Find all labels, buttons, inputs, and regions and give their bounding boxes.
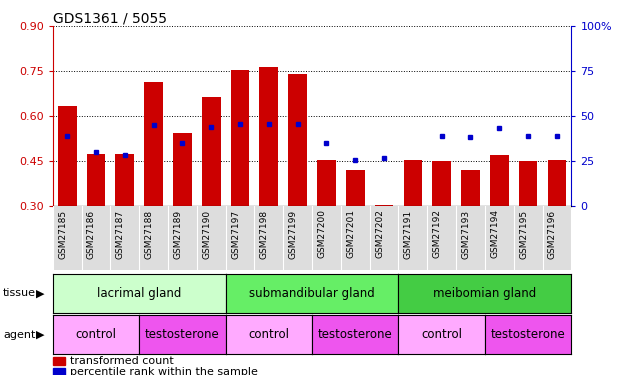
Text: control: control [248,328,289,341]
Bar [173,133,192,206]
Bar [87,154,106,206]
Bar [346,170,365,206]
Text: GSM27186: GSM27186 [87,209,96,259]
Text: GSM27198: GSM27198 [260,209,269,259]
Text: GSM27193: GSM27193 [461,209,471,259]
Text: meibomian gland: meibomian gland [433,287,537,300]
Text: GSM27201: GSM27201 [347,209,355,258]
Bar [202,97,220,206]
Text: GSM27185: GSM27185 [58,209,67,259]
Text: GSM27194: GSM27194 [491,209,499,258]
Bar [144,82,163,206]
Text: GDS1361 / 5055: GDS1361 / 5055 [53,11,167,25]
Text: GSM27187: GSM27187 [116,209,125,259]
Text: control: control [76,328,117,341]
Text: GSM27200: GSM27200 [317,209,327,258]
Bar [490,155,509,206]
Bar [404,160,422,206]
Text: testosterone: testosterone [491,328,566,341]
Text: testosterone: testosterone [318,328,392,341]
Bar [53,357,65,364]
Text: ▶: ▶ [36,288,45,298]
Bar [116,154,134,206]
Bar [230,70,250,206]
Bar [260,67,278,206]
Text: GSM27197: GSM27197 [231,209,240,259]
Bar [548,160,566,206]
Text: GSM27202: GSM27202 [375,209,384,258]
Text: GSM27195: GSM27195 [519,209,528,259]
Text: testosterone: testosterone [145,328,220,341]
Bar [317,160,336,206]
Text: transformed count: transformed count [70,357,174,366]
Bar [461,170,480,206]
Text: GSM27188: GSM27188 [145,209,153,259]
Text: GSM27199: GSM27199 [289,209,297,259]
Text: ▶: ▶ [36,330,45,340]
Text: control: control [421,328,462,341]
Bar [432,161,451,206]
Text: tissue: tissue [3,288,36,298]
Text: GSM27190: GSM27190 [202,209,211,259]
Text: GSM27189: GSM27189 [173,209,183,259]
Text: lacrimal gland: lacrimal gland [97,287,181,300]
Bar [53,368,65,375]
Bar [374,205,394,206]
Bar [519,161,537,206]
Bar [288,74,307,206]
Text: percentile rank within the sample: percentile rank within the sample [70,367,258,375]
Text: GSM27192: GSM27192 [433,209,442,258]
Text: agent: agent [3,330,35,340]
Text: submandibular gland: submandibular gland [249,287,375,300]
Bar [58,106,76,206]
Text: GSM27191: GSM27191 [404,209,413,259]
Text: GSM27196: GSM27196 [548,209,557,259]
